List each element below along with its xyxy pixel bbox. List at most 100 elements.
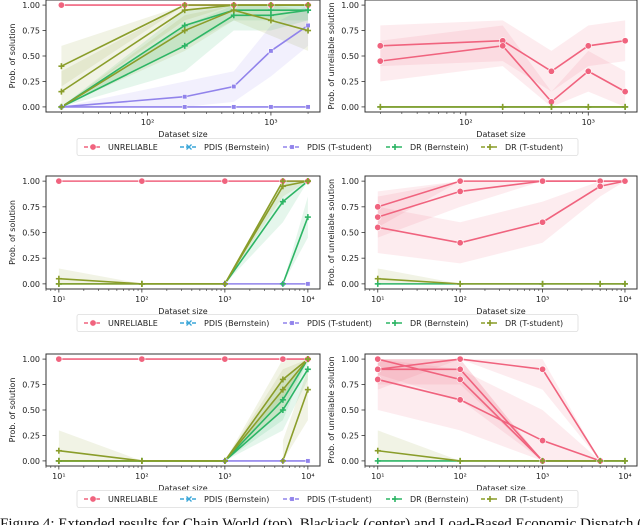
- legend-item-dr-bernstein: DR (Bernstein): [386, 319, 469, 328]
- data-point-unreliable: [279, 355, 287, 363]
- data-point-dr-t-student: [221, 280, 228, 287]
- series-markers: [57, 1, 312, 110]
- x-tick-label: 10⁴: [301, 295, 314, 304]
- y-tick-label: 0.75: [341, 27, 359, 36]
- x-tick-label: 10³: [264, 118, 277, 127]
- x-tick-label: 10³: [536, 295, 549, 304]
- data-point-unreliable: [499, 42, 507, 50]
- data-point-dr-t-student: [230, 2, 237, 9]
- data-point-pdis-t-student: [182, 94, 188, 100]
- legend-bottom: UNRELIABLE PDIS (Bernstein) PDIS (T-studen…: [76, 490, 579, 508]
- data-point-dr-t-student: [55, 280, 62, 287]
- data-point-dr-t-student: [539, 457, 546, 464]
- data-point-unreliable: [456, 396, 464, 404]
- data-point-dr-t-student: [267, 2, 274, 9]
- figure-caption: Figure 4: Extended results for Chain Wor…: [0, 512, 640, 525]
- data-point-dr-t-student: [55, 447, 62, 454]
- data-point-dr-t-student: [279, 386, 286, 393]
- data-point-unreliable: [376, 57, 384, 65]
- x-tick-label: 10²: [141, 118, 154, 127]
- data-point-dr-bernstein: [181, 42, 188, 49]
- legend-box: [76, 490, 579, 508]
- y-tick-label: 0.25: [341, 431, 359, 440]
- legend-marker-plus-icon: [392, 496, 398, 502]
- band-unreliable: [380, 25, 626, 107]
- legend-item-pdis-t-student: PDIS (T-student): [283, 495, 372, 504]
- legend-item-pdis-t-student: PDIS (T-student): [283, 143, 372, 152]
- y-tick-label: 0.25: [341, 77, 359, 86]
- y-tick-label: 0.25: [22, 431, 40, 440]
- data-point-unreliable: [621, 37, 629, 45]
- legend-label: PDIS (Bernstein): [204, 143, 269, 152]
- y-tick-label: 0.25: [22, 254, 40, 263]
- y-tick-label: 0.50: [341, 229, 359, 238]
- data-point-unreliable: [621, 88, 629, 96]
- legend-marker-square-icon: [289, 320, 295, 326]
- data-point-unreliable: [547, 67, 555, 75]
- legend-item-pdis-bernstein: PDIS (Bernstein): [180, 319, 269, 328]
- series-markers: [374, 177, 629, 287]
- data-point-unreliable: [376, 42, 384, 50]
- x-tick-label: 10⁴: [618, 472, 631, 481]
- data-point-dr-t-student: [539, 280, 546, 287]
- legend-marker-circle-icon: [89, 143, 97, 151]
- y-tick-label: 0.25: [22, 77, 40, 86]
- data-point-dr-t-student: [138, 457, 145, 464]
- x-axis-label: Dataset size: [476, 307, 525, 316]
- y-tick-label: 1.00: [341, 177, 359, 186]
- data-point-pdis-t-student: [231, 84, 237, 89]
- legend-marker-plus-icon: [392, 320, 398, 326]
- y-tick-label: 1.00: [22, 1, 40, 10]
- y-tick-label: 0.00: [341, 103, 359, 112]
- y-tick-label: 0.00: [22, 457, 40, 466]
- data-point-unreliable: [55, 177, 63, 185]
- data-point-dr-t-student: [279, 376, 286, 383]
- data-point-unreliable: [456, 355, 464, 363]
- band-dr-t-student: [61, 5, 309, 87]
- data-point-unreliable: [374, 203, 382, 211]
- data-point-unreliable: [55, 355, 63, 363]
- data-point-dr-t-student: [374, 447, 381, 454]
- data-point-unreliable: [138, 355, 146, 363]
- data-point-dr-bernstein: [279, 280, 286, 287]
- legend-item-dr-bernstein: DR (Bernstein): [386, 495, 469, 504]
- legend-item-dr-t-student: DR (T-student): [481, 319, 563, 328]
- data-point-pdis-t-student: [268, 48, 274, 54]
- data-point-pdis-t-student: [305, 104, 311, 110]
- y-tick-label: 1.00: [22, 177, 40, 186]
- confidence-bands: [58, 359, 308, 461]
- y-axis-label: Prob. of unreliable solution: [327, 2, 336, 109]
- x-axis-label: Dataset size: [158, 307, 207, 316]
- band-unreliable: [377, 359, 601, 461]
- data-point-unreliable: [374, 213, 382, 221]
- data-point-dr-t-student: [374, 275, 381, 282]
- y-tick-label: 0.75: [341, 381, 359, 390]
- y-tick-label: 0.50: [22, 229, 40, 238]
- data-point-dr-t-student: [58, 63, 65, 70]
- data-point-dr-bernstein: [267, 7, 274, 14]
- y-tick-label: 1.00: [341, 355, 359, 364]
- legend-marker-circle-icon: [89, 319, 97, 327]
- legend-marker-circle-icon: [89, 495, 97, 503]
- data-point-dr-bernstein: [305, 7, 312, 14]
- y-axis-label: Prob. of solution: [8, 200, 17, 265]
- legend-label: UNRELIABLE: [108, 495, 158, 504]
- confidence-bands: [380, 20, 626, 107]
- x-axis-label: Dataset size: [158, 130, 207, 139]
- y-tick-label: 0.50: [22, 406, 40, 415]
- data-point-dr-bernstein: [267, 12, 274, 19]
- series-line-unreliable: [377, 378, 601, 462]
- x-tick-label: 10⁴: [618, 295, 631, 304]
- y-tick-label: 0.75: [22, 203, 40, 212]
- data-point-unreliable: [584, 67, 592, 75]
- data-point-dr-t-student: [279, 183, 286, 190]
- y-tick-label: 0.50: [341, 52, 359, 61]
- band-unreliable: [380, 20, 626, 92]
- chart-middle-left: 0.00 0.25 0.50 0.75 1.00 10¹ 10² 10³ 10⁴ Dataset …: [8, 175, 321, 316]
- data-point-pdis-t-student: [268, 104, 274, 110]
- band-unreliable: [377, 181, 625, 264]
- data-point-unreliable: [456, 375, 464, 383]
- data-point-dr-t-student: [55, 275, 62, 282]
- legend-item-pdis-t-student: PDIS (T-student): [283, 319, 372, 328]
